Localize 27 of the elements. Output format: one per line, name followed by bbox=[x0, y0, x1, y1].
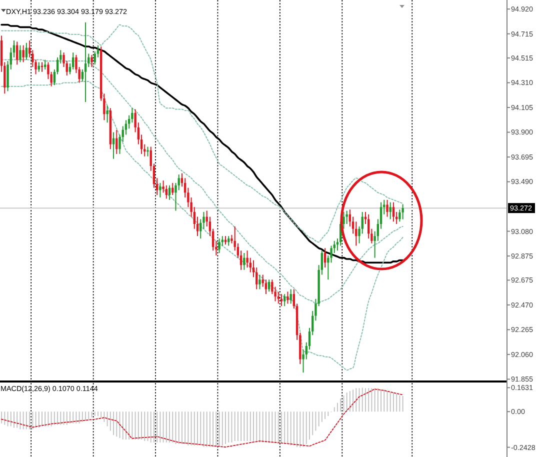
candlestick bbox=[243, 252, 246, 270]
candlestick bbox=[402, 204, 404, 220]
candlestick bbox=[280, 294, 283, 307]
candlestick bbox=[16, 41, 18, 66]
candlestick bbox=[392, 202, 395, 222]
candlestick bbox=[389, 202, 392, 220]
candlestick bbox=[19, 44, 22, 63]
candlestick bbox=[277, 291, 280, 304]
candlestick bbox=[84, 22, 87, 103]
candlestick bbox=[22, 44, 24, 63]
candlestick bbox=[106, 105, 108, 124]
candlestick bbox=[159, 182, 162, 198]
candlestick bbox=[286, 291, 289, 304]
candlestick bbox=[218, 238, 220, 254]
candlestick bbox=[146, 146, 149, 157]
candlestick bbox=[165, 184, 168, 200]
candlestick bbox=[324, 248, 326, 268]
candlestick bbox=[25, 42, 28, 60]
candlestick bbox=[90, 54, 93, 68]
candlestick bbox=[44, 59, 46, 70]
candlestick bbox=[112, 132, 115, 160]
candlestick bbox=[258, 274, 261, 290]
candlestick bbox=[290, 288, 292, 304]
candlestick bbox=[386, 199, 388, 218]
candlestick bbox=[178, 174, 180, 191]
candlestick bbox=[346, 210, 348, 225]
candlestick bbox=[284, 294, 286, 307]
